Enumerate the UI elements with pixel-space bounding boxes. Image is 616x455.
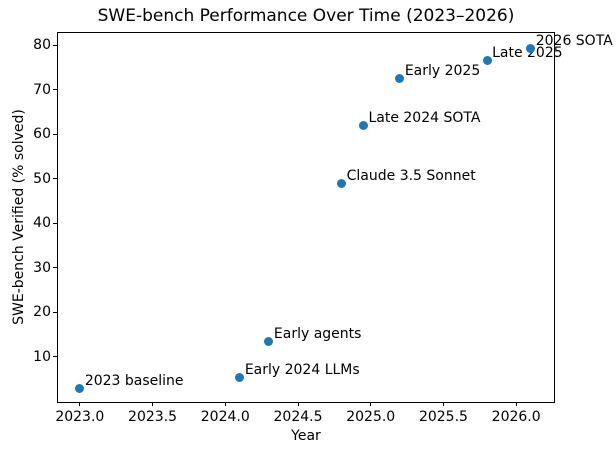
point-label: 2026 SOTA (535, 32, 613, 49)
y-tick-label: 40 (33, 215, 51, 232)
scatter-point (526, 43, 536, 53)
x-tick-label: 2024.5 (273, 409, 323, 425)
x-tick-mark (224, 402, 226, 406)
y-tick-mark (53, 356, 57, 358)
y-axis-label: SWE-bench Verified (% solved) (11, 109, 27, 325)
scatter-point (75, 383, 85, 393)
scatter-point (482, 56, 492, 66)
y-tick-label: 60 (33, 126, 51, 143)
y-tick-label: 80 (33, 37, 51, 54)
x-tick-label: 2023.0 (55, 409, 105, 425)
point-label: 2023 baseline (84, 372, 184, 389)
point-label: Late 2025 (492, 45, 563, 62)
x-tick-label: 2026.0 (491, 409, 541, 425)
point-label: Early 2024 LLMs (244, 361, 360, 378)
x-tick-mark (515, 402, 517, 406)
scatter-point (358, 120, 368, 130)
y-tick-mark (53, 44, 57, 46)
x-axis-label: Year (291, 428, 321, 444)
x-tick-mark (297, 402, 299, 406)
y-tick-mark (53, 133, 57, 135)
y-tick-label: 20 (33, 304, 51, 321)
y-tick-mark (53, 311, 57, 313)
y-tick-label: 30 (33, 259, 51, 276)
point-label: Early 2025 (404, 62, 481, 79)
scatter-point (264, 336, 274, 346)
y-tick-label: 50 (33, 170, 51, 187)
scatter-point (235, 372, 245, 382)
point-label: Early agents (273, 325, 362, 342)
x-tick-label: 2023.5 (128, 409, 178, 425)
scatter-point (337, 178, 347, 188)
point-label: Claude 3.5 Sonnet (346, 167, 476, 184)
y-tick-label: 70 (33, 81, 51, 98)
x-tick-mark (79, 402, 81, 406)
x-tick-label: 2025.5 (418, 409, 468, 425)
y-tick-label: 10 (33, 348, 51, 365)
y-tick-mark (53, 178, 57, 180)
y-tick-mark (53, 267, 57, 269)
plot-area (57, 32, 555, 403)
y-tick-mark (53, 89, 57, 91)
scatter-point (395, 73, 405, 83)
x-tick-mark (370, 402, 372, 406)
x-tick-mark (442, 402, 444, 406)
x-tick-label: 2024.0 (200, 409, 250, 425)
x-tick-mark (152, 402, 154, 406)
chart-title: SWE-bench Performance Over Time (2023–20… (97, 6, 515, 26)
point-label: Late 2024 SOTA (368, 109, 481, 126)
y-tick-mark (53, 222, 57, 224)
x-tick-label: 2025.0 (346, 409, 396, 425)
